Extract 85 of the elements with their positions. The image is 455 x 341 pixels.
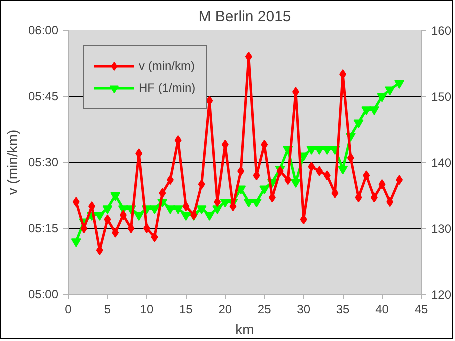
point	[290, 179, 301, 188]
x-tick-label: 35	[336, 302, 350, 316]
point	[322, 146, 332, 155]
point	[166, 175, 174, 186]
point	[120, 210, 127, 220]
point	[338, 166, 348, 175]
point	[284, 175, 292, 186]
point	[362, 106, 372, 116]
x-tick-label: 40	[376, 302, 390, 316]
point	[314, 146, 325, 155]
point	[300, 214, 308, 225]
point	[394, 80, 405, 89]
point	[260, 186, 270, 195]
point	[308, 162, 316, 172]
point	[245, 52, 252, 62]
x-tick-label: 30	[297, 302, 311, 316]
x-tick-label: 5	[104, 302, 112, 316]
x-tick-label: 25	[258, 302, 272, 316]
point	[159, 188, 166, 198]
x-tick-label: 0	[65, 302, 72, 316]
point	[252, 199, 262, 208]
point	[72, 197, 80, 208]
y-tick-label: 05:30	[28, 156, 59, 170]
point	[355, 192, 362, 203]
point	[80, 224, 88, 234]
point	[165, 206, 176, 214]
point	[143, 224, 150, 234]
point	[230, 202, 237, 212]
point	[102, 206, 113, 214]
legend-label: v (min/km)	[139, 59, 195, 73]
y-tick-label: 05:45	[28, 90, 59, 104]
point	[110, 192, 121, 202]
x-tick-label: 10	[140, 302, 154, 316]
point	[196, 206, 207, 214]
point	[212, 206, 223, 214]
y-axis-title: v (min/km)	[4, 130, 20, 196]
point	[253, 170, 260, 181]
point	[244, 199, 254, 208]
point	[134, 212, 144, 221]
point	[377, 93, 388, 102]
y-tick-label: 06:00	[28, 24, 59, 38]
point	[128, 224, 135, 234]
point	[173, 206, 184, 214]
point	[324, 170, 331, 181]
y-tick-label: 05:15	[28, 222, 59, 236]
y2-tick-label: 160	[432, 24, 452, 38]
point	[363, 170, 370, 181]
legend-label: HF (1/min)	[139, 81, 196, 95]
point	[347, 153, 354, 164]
point	[112, 228, 120, 238]
point	[182, 202, 190, 212]
point	[94, 212, 105, 221]
point	[104, 214, 112, 225]
point	[316, 166, 324, 176]
point	[206, 96, 214, 106]
point	[369, 106, 380, 116]
y2-tick-label: 150	[432, 90, 452, 104]
point	[204, 212, 215, 221]
point	[370, 192, 378, 203]
y2-tick-label: 130	[432, 222, 452, 236]
point	[174, 136, 182, 146]
point	[340, 70, 347, 80]
point	[238, 166, 245, 176]
point	[396, 175, 404, 186]
y2-tick-label: 140	[432, 156, 452, 170]
y2-tick-label: 120	[432, 288, 452, 302]
point	[151, 232, 158, 242]
point	[306, 146, 317, 155]
point	[181, 212, 192, 221]
x-tick-label: 45	[414, 302, 428, 316]
point	[220, 199, 230, 208]
point	[214, 197, 222, 208]
point	[354, 120, 364, 129]
point	[71, 238, 82, 248]
point	[150, 206, 160, 214]
y-tick-label: 05:00	[28, 288, 59, 302]
point	[378, 180, 386, 190]
point	[198, 180, 206, 190]
chart-title: M Berlin 2015	[198, 8, 292, 26]
point	[386, 197, 394, 208]
point	[385, 86, 396, 96]
x-tick-label: 20	[218, 302, 232, 316]
point	[332, 188, 339, 198]
x-axis-title: km	[236, 322, 254, 338]
x-tick-label: 15	[179, 302, 194, 316]
